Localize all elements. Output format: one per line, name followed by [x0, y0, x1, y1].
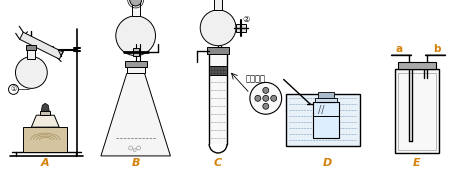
Circle shape: [8, 84, 19, 94]
Bar: [313, 102, 339, 138]
Text: D: D: [323, 158, 332, 168]
Bar: [40, 111, 50, 115]
Bar: [209, 66, 227, 76]
Text: E: E: [413, 158, 420, 168]
Text: B: B: [132, 158, 140, 168]
Text: //: //: [318, 105, 325, 115]
Bar: [214, 0, 222, 10]
Bar: [209, 54, 227, 144]
Circle shape: [271, 95, 277, 101]
Circle shape: [263, 87, 269, 93]
Circle shape: [130, 0, 142, 6]
Circle shape: [255, 95, 261, 101]
Bar: [236, 24, 246, 32]
Bar: [398, 62, 436, 69]
Circle shape: [116, 16, 155, 56]
Circle shape: [15, 57, 47, 88]
Circle shape: [250, 82, 282, 114]
Bar: [207, 47, 229, 54]
Bar: [315, 98, 337, 102]
Bar: [27, 49, 35, 59]
Bar: [132, 2, 140, 16]
Circle shape: [263, 103, 269, 109]
Bar: [286, 94, 360, 146]
Bar: [395, 69, 438, 153]
Text: ①: ①: [10, 86, 17, 92]
Bar: [23, 127, 67, 152]
Polygon shape: [41, 103, 49, 111]
Polygon shape: [20, 32, 63, 59]
Circle shape: [200, 10, 236, 46]
Text: C: C: [214, 158, 222, 168]
Text: A: A: [41, 158, 50, 168]
Bar: [27, 45, 36, 50]
Text: a: a: [395, 44, 402, 54]
Bar: [398, 74, 436, 150]
Bar: [133, 48, 139, 56]
Text: 多孔隔板: 多孔隔板: [246, 74, 266, 83]
Text: b: b: [433, 44, 440, 54]
Text: ②: ②: [242, 15, 250, 24]
Polygon shape: [101, 74, 171, 156]
Polygon shape: [31, 115, 59, 127]
Circle shape: [263, 95, 269, 101]
Bar: [319, 92, 334, 98]
Bar: [125, 61, 146, 67]
Bar: [127, 66, 145, 74]
